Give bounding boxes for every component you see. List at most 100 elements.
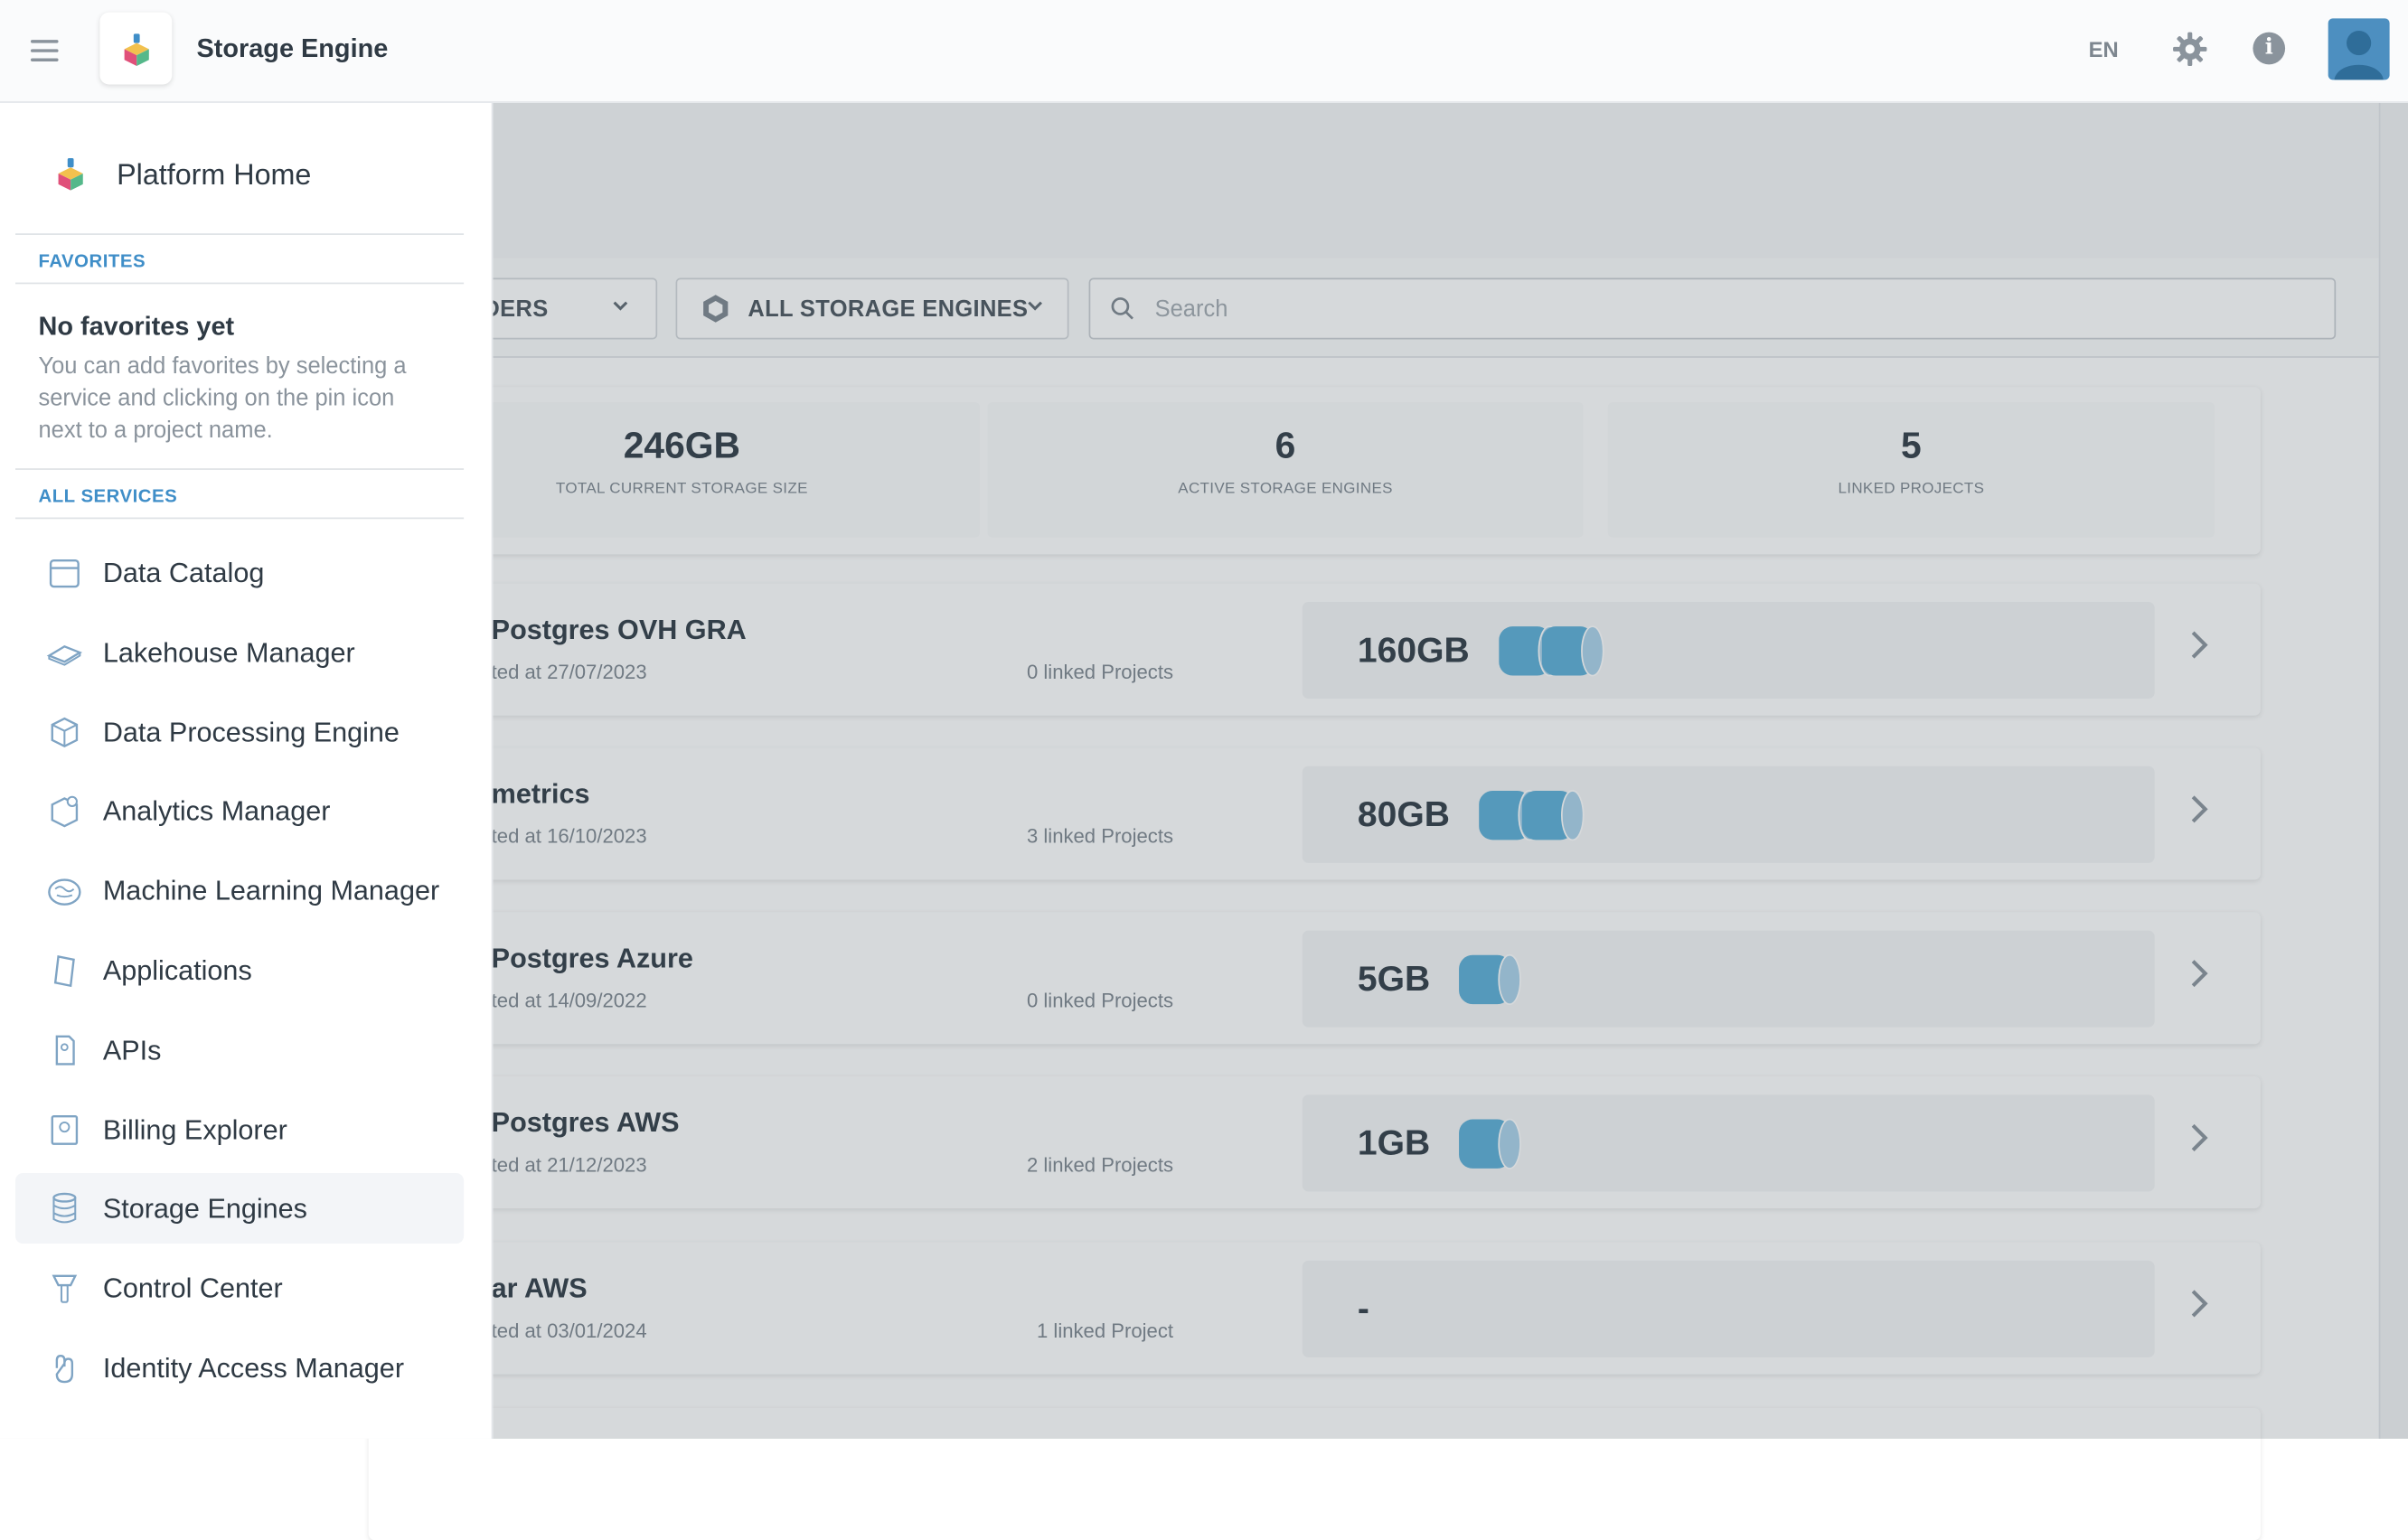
app-title: Storage Engine	[196, 33, 389, 63]
sidebar-item-label: Lakehouse Manager	[102, 636, 355, 668]
avatar[interactable]	[2328, 18, 2390, 80]
engine-created-date: ted at 03/01/2024	[491, 1319, 647, 1342]
stat-active-engines: 6 ACTIVE STORAGE ENGINES	[987, 402, 1584, 538]
engine-size: 80GB	[1357, 793, 1450, 834]
sidebar-item-control-center[interactable]: Control Center	[15, 1254, 464, 1324]
engines-filter[interactable]: ALL STORAGE ENGINES	[675, 277, 1069, 340]
engine-size: 160GB	[1357, 629, 1470, 670]
user-icon	[2334, 30, 2384, 80]
info-icon[interactable]: i	[2253, 32, 2286, 65]
storage-cylinder-icon	[1521, 790, 1585, 841]
engine-linked-projects: 0 linked Projects	[1026, 989, 1174, 1012]
stat-linked-projects: 5 LINKED PROJECTS	[1607, 402, 2215, 538]
sidebar-item-billing-explorer[interactable]: Billing Explorer	[15, 1094, 464, 1165]
catalog-icon	[49, 559, 80, 588]
search-icon	[1111, 297, 1133, 320]
sidebar-item-label: Data Catalog	[102, 557, 265, 588]
brain-icon	[48, 878, 81, 906]
language-selector[interactable]: EN	[2088, 36, 2119, 61]
engine-linked-projects: 2 linked Projects	[1026, 1152, 1174, 1177]
all-services-heading: ALL SERVICES	[38, 484, 178, 507]
sidebar-item-machine-learning-manager[interactable]: Machine Learning Manager	[15, 856, 464, 926]
sidebar-item-label: APIs	[102, 1034, 162, 1066]
sidebar-item-lakehouse-manager[interactable]: Lakehouse Manager	[15, 617, 464, 688]
storage-cylinder-icon	[1459, 1118, 1521, 1169]
engine-size: -	[1357, 1288, 1369, 1329]
chevron-right-icon[interactable]	[2190, 1122, 2208, 1153]
app-logo[interactable]	[99, 12, 173, 85]
chevron-right-icon[interactable]	[2190, 1288, 2208, 1319]
search-placeholder: Search	[1154, 296, 1228, 323]
engine-size-box: 5GB	[1302, 930, 2155, 1028]
scrollbar[interactable]	[2378, 102, 2408, 1439]
engine-size-box: -	[1302, 1260, 2155, 1357]
stat-label: TOTAL CURRENT STORAGE SIZE	[555, 480, 808, 498]
engine-linked-projects: 3 linked Projects	[1026, 824, 1174, 848]
sidebar-item-data-catalog[interactable]: Data Catalog	[15, 538, 464, 608]
database-icon	[52, 1193, 77, 1225]
chevron-right-icon[interactable]	[2190, 630, 2208, 661]
storage-cylinder-icon	[1541, 625, 1604, 677]
engine-created-date: ted at 14/09/2022	[491, 989, 647, 1012]
sidebar-item-label: Analytics Manager	[102, 795, 331, 827]
processing-icon	[51, 717, 79, 747]
chevron-down-icon	[613, 301, 628, 311]
identity-icon	[55, 1355, 74, 1384]
sidebar-item-analytics-manager[interactable]: Analytics Manager	[15, 776, 464, 847]
no-favorites-title: No favorites yet	[38, 311, 235, 342]
no-favorites-description: You can add favorites by selecting a ser…	[38, 352, 407, 445]
platform-home-label: Platform Home	[117, 159, 312, 192]
engine-card[interactable]: Postgres OVH GRA ted at 27/07/2023 0 lin…	[368, 583, 2261, 716]
sidebar-item-label: Identity Access Manager	[102, 1352, 405, 1384]
engine-card[interactable]: ar AWS ted at 03/01/2024 1 linked Projec…	[368, 1242, 2261, 1375]
sidebar-item-label: Storage Engines	[102, 1193, 307, 1225]
sidebar-item-data-processing-engine[interactable]: Data Processing Engine	[15, 697, 464, 767]
analytics-icon	[51, 796, 79, 829]
engine-name: ar AWS	[491, 1272, 588, 1304]
logo-icon	[58, 157, 83, 191]
engine-linked-projects: 0 linked Projects	[1026, 660, 1174, 684]
engine-size-box: 160GB	[1302, 602, 2155, 700]
engine-name: Postgres OVH GRA	[491, 614, 747, 645]
sidebar-item-label: Data Processing Engine	[102, 716, 400, 747]
stat-label: LINKED PROJECTS	[1838, 480, 1985, 498]
storage-cylinder-icon	[1459, 953, 1521, 1005]
control-center-icon	[52, 1274, 78, 1304]
sidebar-item-label: Machine Learning Manager	[102, 875, 440, 906]
engine-card[interactable]: Postgres AWS ted at 21/12/2023 2 linked …	[368, 1075, 2261, 1209]
sidebar-item-label: Billing Explorer	[102, 1113, 287, 1145]
engine-card[interactable]: Postgres Azure ted at 14/09/2022 0 linke…	[368, 912, 2261, 1045]
engine-created-date: ted at 27/07/2023	[491, 660, 647, 684]
sidebar-item-apis[interactable]: APIs	[15, 1015, 464, 1085]
engines-filter-label: ALL STORAGE ENGINES	[748, 296, 1029, 323]
engine-linked-projects: 1 linked Project	[1036, 1319, 1174, 1342]
engine-size: 1GB	[1357, 1122, 1431, 1163]
stat-value: 5	[1901, 425, 1922, 467]
favorites-heading: FAVORITES	[38, 249, 146, 272]
divider	[14, 233, 465, 235]
engine-name: Postgres AWS	[491, 1106, 680, 1138]
sidebar-item-label: Applications	[102, 954, 252, 986]
sidebar-item-identity-access-manager[interactable]: Identity Access Manager	[15, 1333, 464, 1404]
stats-panel: 246GB TOTAL CURRENT STORAGE SIZE 6 ACTIV…	[368, 387, 2261, 555]
billing-icon	[51, 1114, 79, 1145]
logo-icon	[123, 33, 148, 66]
hexagon-icon	[703, 295, 729, 323]
engine-name: Postgres Azure	[491, 943, 693, 974]
lakehouse-icon	[46, 644, 83, 666]
stat-value: 246GB	[623, 425, 740, 467]
sidebar-item-applications[interactable]: Applications	[15, 935, 464, 1006]
chevron-right-icon[interactable]	[2190, 958, 2208, 989]
chevron-right-icon[interactable]	[2190, 793, 2208, 824]
applications-icon	[53, 955, 75, 988]
engine-card[interactable]: metrics ted at 16/10/2023 3 linked Proje…	[368, 747, 2261, 880]
chevron-down-icon	[1028, 301, 1042, 311]
divider	[14, 517, 465, 520]
stat-value: 6	[1275, 425, 1296, 467]
menu-icon[interactable]	[28, 33, 61, 67]
stat-label: ACTIVE STORAGE ENGINES	[1178, 480, 1393, 498]
sidebar-item-storage-engines[interactable]: Storage Engines	[14, 1173, 465, 1244]
engine-name: metrics	[491, 778, 590, 810]
search-input[interactable]: Search	[1088, 277, 2337, 340]
gear-icon[interactable]	[2171, 31, 2208, 68]
